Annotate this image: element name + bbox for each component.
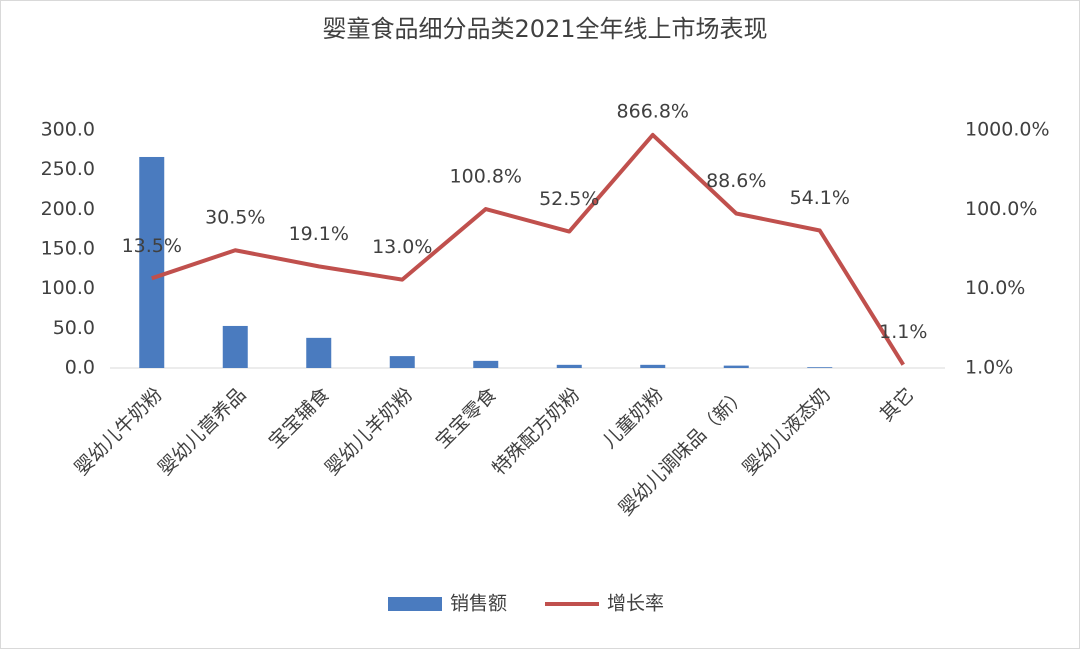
bar [473,360,499,368]
data-label: 19.1% [289,223,349,245]
y-tick-label: 150.0 [41,238,95,260]
y-tick-label: 50.0 [53,317,95,339]
data-label: 866.8% [617,101,689,123]
y2-tick-label: 100.0% [965,198,1037,220]
data-label: 54.1% [790,187,850,209]
data-label: 100.8% [450,166,522,188]
legend-label: 增长率 [607,593,664,615]
bar [723,365,749,368]
y-tick-label: 200.0 [41,198,95,220]
y-tick-label: 300.0 [41,119,95,141]
data-label: 88.6% [706,170,766,192]
data-label: 30.5% [205,207,265,229]
y-tick-label: 100.0 [41,277,95,299]
y-tick-label: 250.0 [41,158,95,180]
bar [222,325,248,368]
bar [389,356,415,368]
bar [306,337,332,368]
y2-tick-label: 10.0% [965,277,1025,299]
y-tick-label: 0.0 [65,357,95,379]
data-label: 13.5% [122,235,182,257]
growth-line [151,132,905,366]
data-label: 13.0% [372,236,432,258]
legend-label: 销售额 [450,593,507,615]
bar [640,364,666,368]
bar [556,364,582,368]
legend-swatch [388,597,442,611]
data-label: 52.5% [539,188,599,210]
y2-tick-label: 1000.0% [965,119,1050,141]
bar [807,367,833,368]
chart-title: 婴童食品细分品类2021全年线上市场表现 [322,15,767,43]
y2-tick-label: 1.0% [965,357,1013,379]
bar [139,156,165,368]
data-label: 1.1% [879,321,927,343]
